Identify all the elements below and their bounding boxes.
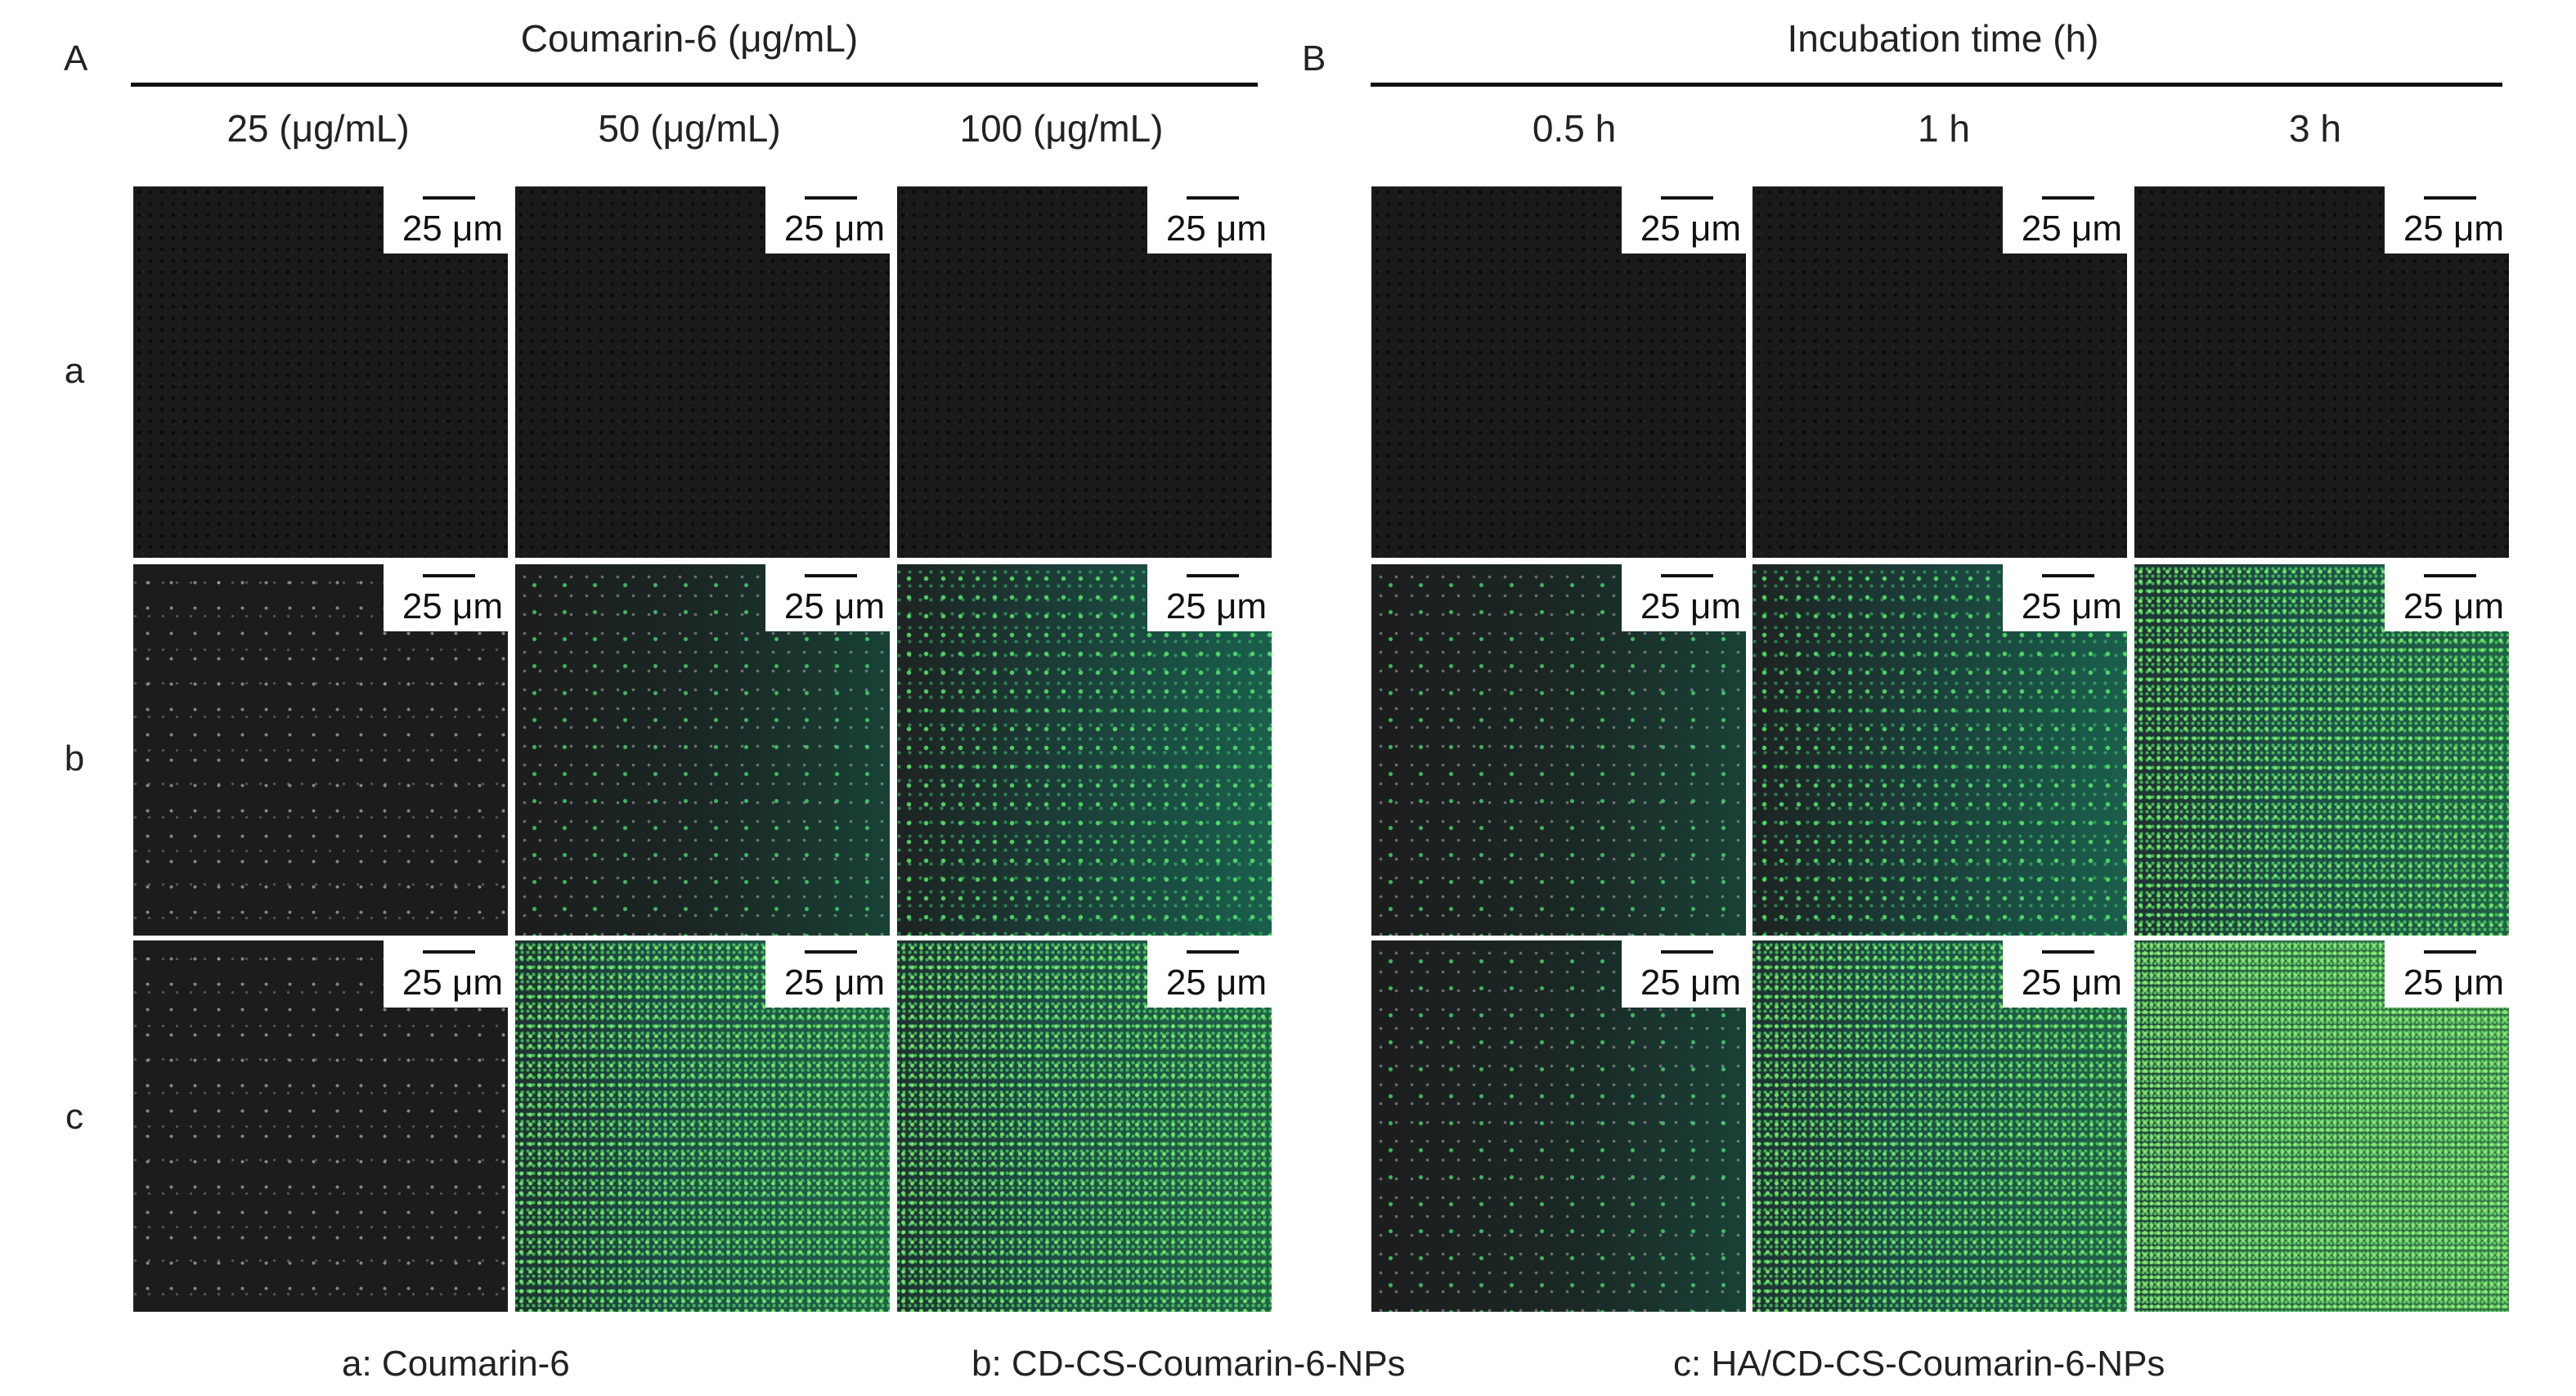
scale-bar: 25 μm xyxy=(1147,564,1272,631)
col-label-a2: 50 (μg/mL) xyxy=(598,107,781,150)
scale-bar-label: 25 μm xyxy=(402,209,503,249)
scale-bar-label: 25 μm xyxy=(783,209,885,249)
scale-bar-label: 25 μm xyxy=(1640,209,1741,249)
scale-bar-label: 25 μm xyxy=(1640,963,1741,1003)
scale-bar-label: 25 μm xyxy=(2021,209,2122,249)
micro-image-a-c3: 25 μm xyxy=(897,940,1272,1312)
scale-bar: 25 μm xyxy=(765,186,890,254)
scale-bar-line xyxy=(423,950,475,954)
micro-image-a-a3: 25 μm xyxy=(897,186,1272,558)
scale-bar-label: 25 μm xyxy=(1165,209,1267,249)
scale-bar-line xyxy=(2424,950,2476,954)
scale-bar-line xyxy=(1187,950,1239,954)
micro-image-a-b3: 25 μm xyxy=(897,564,1272,936)
scale-bar-line xyxy=(1661,950,1713,954)
micro-image-b-b3: 25 μm xyxy=(2134,564,2509,936)
scale-bar: 25 μm xyxy=(2003,940,2127,1008)
scale-bar: 25 μm xyxy=(1622,940,1746,1008)
micro-image-b-c1: 25 μm xyxy=(1371,940,1746,1312)
scale-bar-label: 25 μm xyxy=(1640,586,1741,626)
row-label-b: b xyxy=(64,738,85,779)
scale-bar: 25 μm xyxy=(384,564,508,631)
scale-bar: 25 μm xyxy=(2385,186,2509,254)
scale-bar: 25 μm xyxy=(765,564,890,631)
scale-bar: 25 μm xyxy=(2385,940,2509,1008)
micro-image-b-c2: 25 μm xyxy=(1752,940,2127,1312)
scale-bar-label: 25 μm xyxy=(1165,963,1267,1003)
micro-image-a-a2: 25 μm xyxy=(515,186,890,558)
panel-a-title: Coumarin-6 (μg/mL) xyxy=(520,17,859,60)
scale-bar-line xyxy=(2042,950,2094,954)
scale-bar: 25 μm xyxy=(1147,186,1272,254)
scale-bar: 25 μm xyxy=(2003,186,2127,254)
col-label-b3: 3 h xyxy=(2289,107,2341,150)
panel-b-title-rule xyxy=(1371,83,2502,87)
scale-bar-label: 25 μm xyxy=(783,963,885,1003)
scale-bar: 25 μm xyxy=(765,940,890,1008)
col-label-a3: 100 (μg/mL) xyxy=(959,107,1164,150)
row-label-c: c xyxy=(65,1097,83,1137)
panel-b-title: Incubation time (h) xyxy=(1787,17,2099,60)
scale-bar-line xyxy=(423,196,475,200)
scale-bar-line xyxy=(2424,574,2476,577)
legend-cd-cs-nps: b: CD-CS-Coumarin-6-NPs xyxy=(972,1344,1406,1384)
scale-bar: 25 μm xyxy=(1622,564,1746,631)
scale-bar: 25 μm xyxy=(384,940,508,1008)
scale-bar-line xyxy=(2424,196,2476,200)
scale-bar-label: 25 μm xyxy=(2403,586,2504,626)
col-label-b2: 1 h xyxy=(1918,107,1970,150)
scale-bar: 25 μm xyxy=(2385,564,2509,631)
row-label-a: a xyxy=(64,351,85,391)
scale-bar-line xyxy=(1187,574,1239,577)
scale-bar-label: 25 μm xyxy=(2021,586,2122,626)
panel-a-letter: A xyxy=(64,38,88,79)
micro-image-b-b2: 25 μm xyxy=(1752,564,2127,936)
micro-image-b-a1: 25 μm xyxy=(1371,186,1746,558)
scale-bar-label: 25 μm xyxy=(402,963,503,1003)
micro-image-b-a3: 25 μm xyxy=(2134,186,2509,558)
scale-bar-line xyxy=(805,196,857,200)
scale-bar-label: 25 μm xyxy=(2021,963,2122,1003)
scale-bar: 25 μm xyxy=(2003,564,2127,631)
micro-image-a-c1: 25 μm xyxy=(133,940,508,1312)
scale-bar-label: 25 μm xyxy=(2403,963,2504,1003)
panel-a-title-rule xyxy=(131,83,1258,87)
micro-image-a-b1: 25 μm xyxy=(133,564,508,936)
col-label-a1: 25 (μg/mL) xyxy=(227,107,410,150)
scale-bar-label: 25 μm xyxy=(1165,586,1267,626)
scale-bar: 25 μm xyxy=(384,186,508,254)
scale-bar-label: 25 μm xyxy=(783,586,885,626)
micro-image-b-a2: 25 μm xyxy=(1752,186,2127,558)
scale-bar-line xyxy=(1661,574,1713,577)
scale-bar-line xyxy=(1661,196,1713,200)
scale-bar-line xyxy=(2042,574,2094,577)
micro-image-b-b1: 25 μm xyxy=(1371,564,1746,936)
micro-image-a-c2: 25 μm xyxy=(515,940,890,1312)
col-label-b1: 0.5 h xyxy=(1532,107,1617,150)
panel-b-letter: B xyxy=(1302,38,1326,79)
scale-bar-label: 25 μm xyxy=(402,586,503,626)
scale-bar-line xyxy=(423,574,475,577)
micro-image-a-b2: 25 μm xyxy=(515,564,890,936)
scale-bar-line xyxy=(805,950,857,954)
legend-ha-cd-cs-nps: c: HA/CD-CS-Coumarin-6-NPs xyxy=(1673,1344,2165,1384)
scale-bar-line xyxy=(805,574,857,577)
scale-bar: 25 μm xyxy=(1147,940,1272,1008)
micro-image-b-c3: 25 μm xyxy=(2134,940,2509,1312)
scale-bar-line xyxy=(1187,196,1239,200)
legend-coumarin-6: a: Coumarin-6 xyxy=(342,1344,570,1384)
micro-image-a-a1: 25 μm xyxy=(133,186,508,558)
scale-bar-label: 25 μm xyxy=(2403,209,2504,249)
scale-bar: 25 μm xyxy=(1622,186,1746,254)
scale-bar-line xyxy=(2042,196,2094,200)
